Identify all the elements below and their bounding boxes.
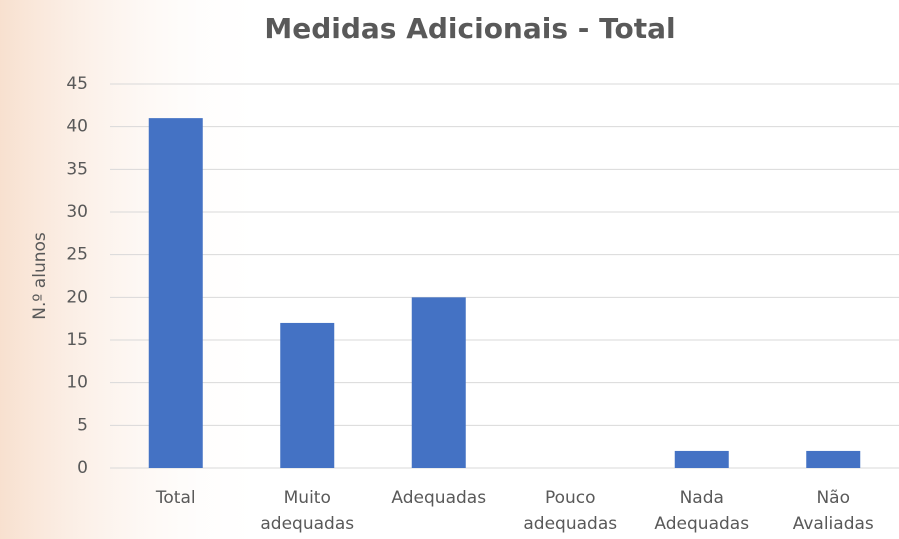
y-tick-label: 20 bbox=[66, 287, 88, 307]
x-tick-label: Total bbox=[155, 488, 196, 508]
y-axis-label: N.º alunos bbox=[30, 232, 50, 320]
x-tick-label: Adequadas bbox=[391, 488, 486, 508]
y-tick-label: 15 bbox=[66, 330, 88, 350]
bar bbox=[148, 118, 203, 468]
x-tick-label: Muito adequadas bbox=[260, 488, 354, 534]
y-tick-label: 25 bbox=[66, 245, 88, 265]
x-tick-label: Pouco adequadas bbox=[523, 488, 617, 534]
y-tick-label: 40 bbox=[66, 117, 88, 137]
chart-title: Medidas Adicionais - Total bbox=[264, 12, 675, 45]
bar bbox=[806, 450, 861, 468]
bar bbox=[674, 450, 729, 468]
y-tick-label: 30 bbox=[66, 202, 88, 222]
y-tick-label: 45 bbox=[66, 74, 88, 94]
y-tick-label: 10 bbox=[66, 373, 88, 393]
y-tick-label: 0 bbox=[77, 458, 88, 478]
y-tick-label: 5 bbox=[77, 415, 88, 435]
x-tick-label: Não Avaliadas bbox=[793, 488, 874, 534]
bar bbox=[280, 322, 335, 468]
x-tick-label: Nada Adequadas bbox=[654, 488, 749, 534]
bar bbox=[411, 297, 466, 468]
y-tick-label: 35 bbox=[66, 159, 88, 179]
background-decoration bbox=[0, 0, 270, 539]
